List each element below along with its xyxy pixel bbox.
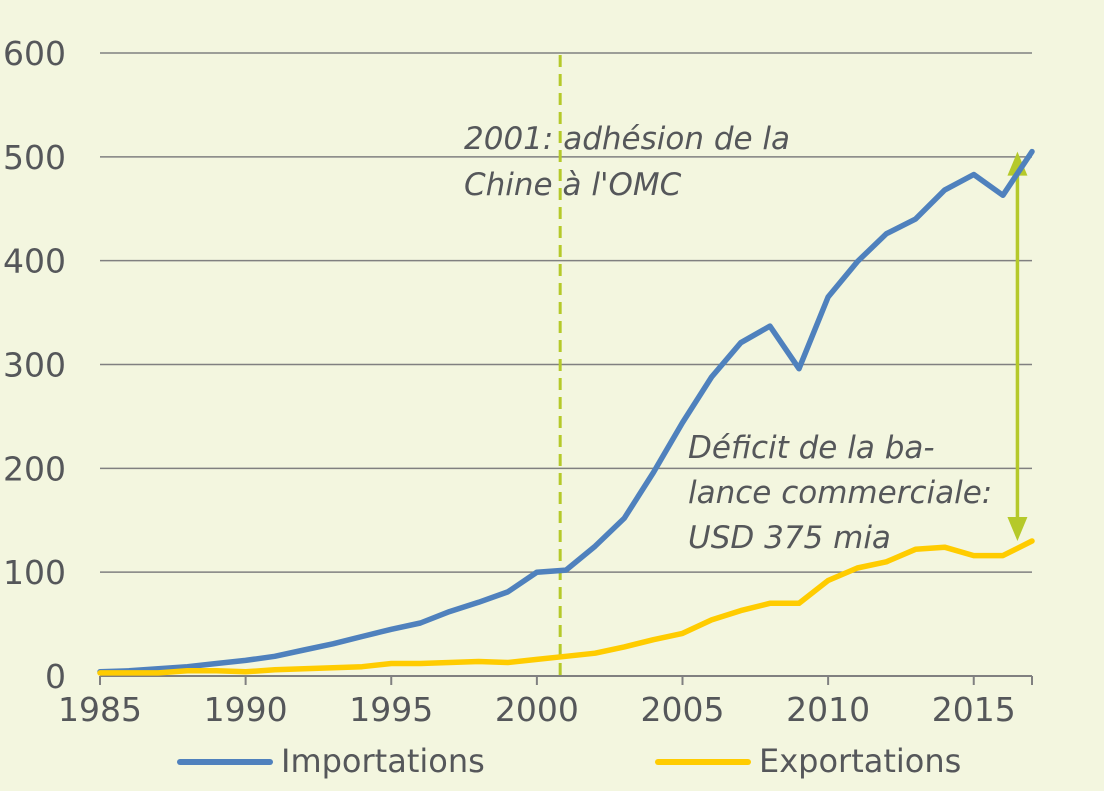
series-line-exportations: [97, 538, 1035, 676]
x-tick-label: 1990: [204, 690, 288, 729]
deficit-arrow-head-bottom: [1007, 517, 1028, 542]
y-tick-label: 100: [3, 553, 66, 592]
y-tick-label: 200: [3, 449, 66, 488]
deficit-annotation-line: Déficit de la ba-: [688, 430, 935, 466]
wto-annotation-line: 2001: adhésion de la: [464, 121, 790, 157]
x-tick-label: 2005: [641, 690, 725, 729]
y-tick-label: 500: [3, 138, 66, 177]
x-tick-label: 2015: [932, 690, 1016, 729]
y-tick-label: 600: [3, 34, 66, 73]
legend: Importations Exportations: [177, 742, 961, 780]
annotations: 2001: adhésion de la Chine à l'OMC Déficit…: [464, 55, 1028, 676]
deficit-annotation-line: lance commerciale:: [688, 475, 992, 511]
x-axis: 1985 1990 1995 2000 2005 2010 2015: [58, 675, 1033, 729]
legend-label-exportations: Exportations: [759, 742, 961, 780]
series-line-importations: [97, 148, 1035, 675]
y-tick-label: 300: [3, 346, 66, 385]
wto-annotation-line: Chine à l'OMC: [464, 167, 682, 203]
x-tick-label: 1985: [58, 690, 142, 729]
x-tick-label: 2010: [786, 690, 870, 729]
gridlines: [100, 52, 1032, 573]
y-tick-label: 400: [3, 242, 66, 281]
y-axis: 0 100 200 300 400 500 600: [3, 34, 66, 696]
series-lines: [97, 148, 1035, 676]
deficit-annotation-line: USD 375 mia: [688, 520, 891, 556]
x-tick-label: 1995: [349, 690, 433, 729]
x-tick-label: 2000: [495, 690, 579, 729]
legend-label-importations: Importations: [281, 742, 485, 780]
y-tick-label: 0: [45, 657, 66, 696]
